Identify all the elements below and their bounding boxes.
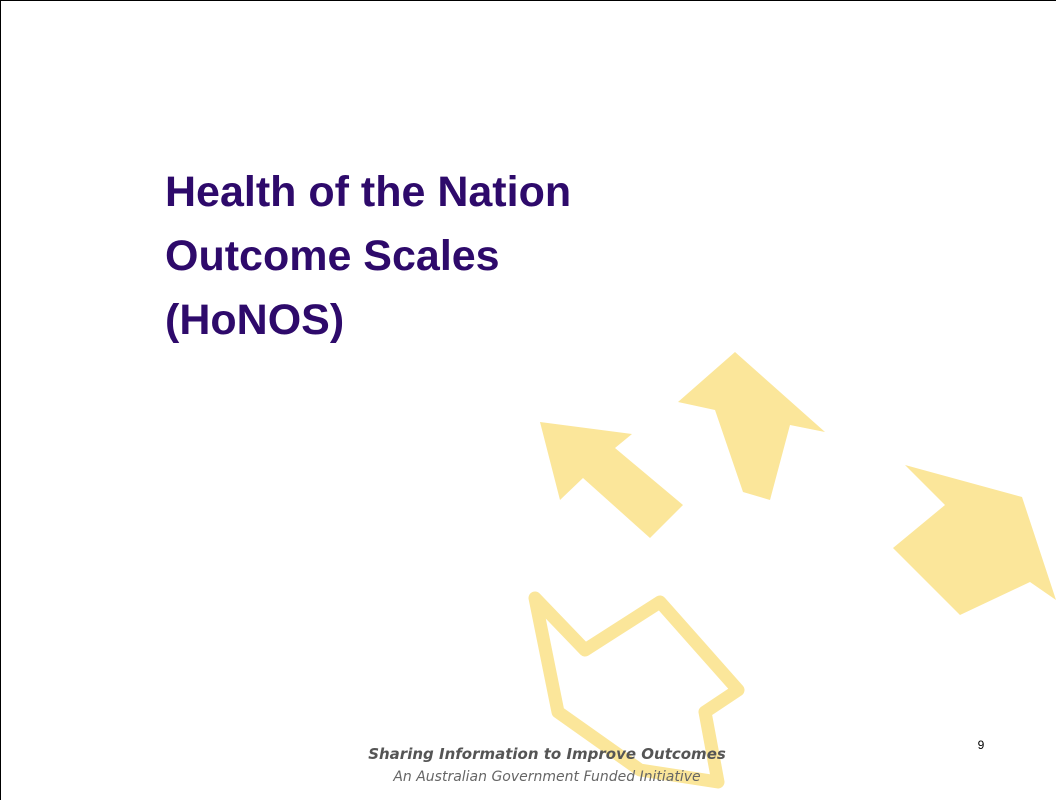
page: Health of the Nation Outcome Scales (HoN… [0,0,1056,800]
title-line: Health of the Nation [165,168,571,216]
footer-line: An Australian Government Funded Initiati… [392,769,700,785]
title-line: Outcome Scales [165,232,500,280]
slide: Health of the Nation Outcome Scales (HoN… [0,0,1056,800]
slide-border [1,1,1056,801]
page-number: 9 [978,738,985,752]
footer-line: Sharing Information to Improve Outcomes [368,745,726,763]
title-line: (HoNOS) [165,296,344,344]
